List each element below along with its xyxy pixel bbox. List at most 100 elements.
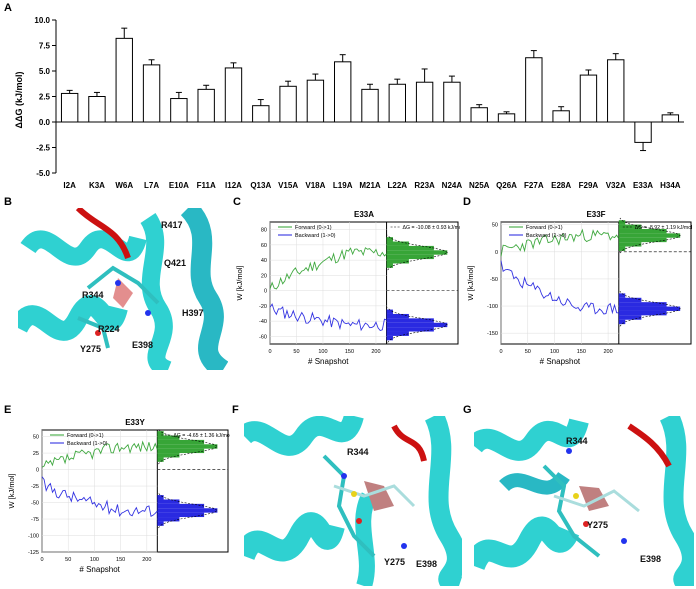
work-plot-e33f: E33F 0 50 100 150 200 50 0 -50 -100 -150 Forward (0… (466, 210, 692, 366)
y-tick-label: 25 (33, 451, 39, 457)
panel-label-e: E (4, 404, 12, 416)
histogram-bar (386, 241, 409, 246)
histogram-bar (157, 457, 164, 462)
density-fit (158, 428, 218, 465)
bar (661, 114, 680, 123)
histogram-bar (157, 517, 180, 522)
density-fit (158, 492, 218, 529)
histogram-bar (618, 228, 667, 234)
histogram-bar (386, 254, 434, 260)
structure-image-b (18, 208, 228, 370)
histogram-bar (386, 313, 409, 319)
histogram-bar (618, 297, 642, 303)
x-tick-label: I12A (225, 181, 242, 190)
x-axis-label: # Snapshot (308, 357, 349, 366)
chart-title: E33Y (125, 418, 145, 427)
bar (334, 61, 352, 123)
legend-label: Forward (0->1) (526, 225, 563, 231)
residue-label: H397 (182, 308, 204, 318)
bar (525, 57, 543, 123)
x-tick-label: 150 (345, 349, 354, 355)
x-tick-label: 0 (268, 349, 271, 355)
bar (634, 121, 652, 143)
histogram-bar (618, 310, 667, 316)
panel-label-a: A (4, 2, 12, 14)
histogram-bar (386, 259, 409, 264)
histogram-bar (157, 495, 164, 500)
x-tick-label: Q26A (496, 181, 517, 190)
residue-label: E398 (416, 559, 438, 569)
histogram-bar (618, 220, 626, 225)
panel-label-f: F (232, 404, 239, 416)
x-tick-label: 200 (603, 349, 612, 355)
residue-label: R417 (161, 220, 183, 230)
residue-label: Q421 (164, 258, 187, 268)
histogram-bar (386, 331, 409, 336)
forward-trace (41, 440, 158, 468)
bar (361, 88, 379, 123)
x-tick-label: N25A (469, 181, 490, 190)
bar (197, 88, 215, 123)
y-tick-label: 50 (492, 223, 498, 229)
legend-label: Forward (0->1) (295, 225, 332, 231)
x-tick-label: K3A (89, 181, 105, 190)
histogram-bar (386, 250, 448, 255)
x-tick-label: 150 (577, 349, 586, 355)
histogram-bar (618, 246, 626, 251)
chart-title: E33F (586, 210, 605, 219)
y-tick-label: 0 (36, 468, 39, 474)
backward-trace (269, 303, 387, 332)
bar (443, 81, 461, 123)
histogram-bar (157, 508, 218, 513)
chart-title: E33A (354, 210, 374, 219)
histogram-bar (157, 503, 205, 509)
histogram-bar (157, 453, 180, 458)
bar (115, 37, 133, 123)
y-tick-label: -150 (487, 331, 498, 337)
residue-label: R344 (566, 436, 588, 446)
histogram-bar (618, 306, 681, 311)
x-tick-label: W6A (115, 181, 133, 190)
histogram-bar (157, 435, 180, 440)
x-tick-label: L22A (388, 181, 408, 190)
backward-trace (41, 476, 158, 518)
y-tick-label: -100 (28, 534, 39, 540)
panel-label-b: B (4, 196, 12, 208)
x-tick-label: L7A (144, 181, 159, 190)
x-tick-label: E33A (633, 181, 653, 190)
bar (552, 110, 570, 123)
y-tick-label: 0 (264, 289, 267, 295)
y-tick-label: 50 (33, 435, 39, 441)
x-tick-label: Q13A (250, 181, 271, 190)
y-tick-label: -25 (31, 484, 39, 490)
x-tick-label: F29A (579, 181, 599, 190)
x-tick-label: R23A (414, 181, 435, 190)
bar (579, 74, 598, 123)
x-tick-label: 50 (525, 349, 531, 355)
y-tick-label: -50 (31, 501, 39, 507)
forward-trace (500, 228, 620, 257)
bar (306, 79, 325, 123)
density-fit (619, 291, 681, 327)
histogram-bar (386, 318, 434, 323)
x-tick-label: I2A (63, 181, 76, 190)
forward-trace (269, 247, 387, 290)
x-tick-label: 100 (318, 349, 327, 355)
histogram-bar (618, 302, 667, 307)
panel-label-d: D (463, 196, 471, 208)
bar (142, 64, 161, 123)
residue-label: Y275 (587, 520, 609, 530)
y-tick-label: 0 (495, 250, 498, 256)
bar (224, 67, 243, 123)
y-axis-label: ΔΔG (kJ/mol) (14, 72, 24, 129)
y-tick-label: -40 (259, 319, 267, 325)
x-tick-label: 0 (40, 557, 43, 563)
residue-label: E398 (640, 554, 662, 564)
backward-trace (500, 260, 619, 315)
histogram-bar (157, 439, 205, 445)
x-tick-label: 50 (293, 349, 299, 355)
legend-label: Backward (1->0) (67, 441, 108, 447)
histogram-bar (618, 242, 642, 247)
y-tick-label: -100 (487, 304, 498, 310)
bar (88, 96, 106, 123)
